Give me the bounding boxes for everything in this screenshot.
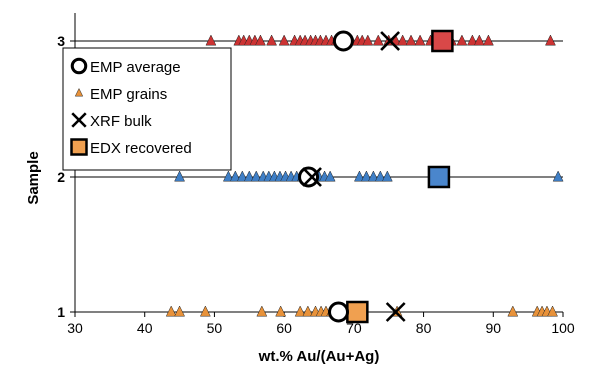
point-cross (302, 167, 322, 187)
legend-item: EMP grains (74, 86, 167, 103)
x-tick-label: 80 (416, 320, 432, 336)
cross-stroke (385, 302, 406, 322)
point-circle (332, 30, 354, 52)
point-triangle (275, 305, 287, 317)
point-triangle (255, 34, 266, 46)
point-triangle (473, 34, 485, 46)
point-triangle (414, 34, 426, 46)
legend: EMP average EMP grains XRF bulk EDX recover… (62, 47, 232, 171)
point-triangle (361, 170, 372, 182)
point-triangle (256, 305, 268, 317)
x-tick-label: 40 (137, 320, 153, 336)
point-square (427, 165, 451, 189)
point-circle (298, 166, 320, 188)
point-triangle (456, 34, 468, 46)
point-triangle (199, 305, 211, 317)
point-triangle (174, 170, 185, 182)
point-square (431, 29, 454, 53)
legend-label: EMP average (90, 59, 181, 76)
x-tick-label: 70 (346, 320, 362, 336)
point-triangle (266, 34, 277, 46)
x-tick-label: 60 (276, 320, 292, 336)
cross-stroke (302, 167, 322, 187)
x-tick-label: 90 (485, 320, 501, 336)
legend-item: EDX recovered (70, 138, 192, 157)
y-tick-label: 3 (57, 33, 65, 49)
tick-labels: 30 40 50 60 70 80 90 100 1 2 3 (57, 33, 575, 336)
point-triangle (372, 34, 384, 46)
point-triangle (243, 170, 255, 182)
point-cross (385, 302, 406, 322)
x-axis-label: wt.% Au/(Au+Ag) (258, 348, 380, 365)
legend-box (62, 47, 232, 171)
point-circle (328, 301, 350, 323)
x-tick-label: 100 (551, 320, 575, 336)
legend-marker-square (70, 138, 88, 156)
point-triangle (354, 170, 365, 182)
point-cross (380, 31, 401, 51)
point-triangle (362, 34, 374, 46)
x-tick-label: 30 (67, 320, 83, 336)
point-square (346, 300, 369, 324)
point-triangle (324, 170, 336, 182)
point-triangle (397, 34, 409, 46)
point-triangle (552, 170, 564, 182)
y-tick-label: 1 (57, 304, 65, 320)
point-triangle (250, 170, 262, 182)
cross-stroke (71, 112, 87, 128)
point-triangle (222, 170, 234, 182)
point-triangle (229, 170, 241, 182)
legend-marker-cross (71, 112, 87, 128)
point-triangle (374, 170, 386, 182)
legend-marker-circle (70, 57, 88, 75)
legend-label: XRF bulk (90, 113, 152, 130)
point-triangle (278, 34, 290, 46)
data-points (165, 29, 564, 324)
point-triangle (294, 305, 306, 317)
cross-stroke (380, 31, 401, 51)
point-triangle (547, 305, 558, 317)
legend-label: EMP grains (90, 86, 167, 103)
point-triangle (236, 170, 248, 182)
point-triangle (483, 34, 494, 46)
x-tick-label: 50 (207, 320, 223, 336)
point-triangle (205, 34, 217, 46)
point-triangle (507, 305, 519, 317)
point-triangle (174, 305, 185, 317)
point-triangle (405, 34, 417, 46)
point-triangle (165, 305, 177, 317)
y-axis-label: Sample (25, 151, 42, 204)
legend-item: XRF bulk (71, 112, 152, 130)
point-triangle (302, 305, 314, 317)
legend-label: EDX recovered (90, 140, 192, 157)
legend-marker-triangle (74, 87, 84, 97)
point-triangle (466, 34, 478, 46)
y-tick-label: 2 (57, 169, 65, 185)
point-triangle (367, 170, 379, 182)
point-triangle (381, 170, 393, 182)
point-triangle (545, 34, 556, 46)
legend-item: EMP average (70, 57, 181, 76)
